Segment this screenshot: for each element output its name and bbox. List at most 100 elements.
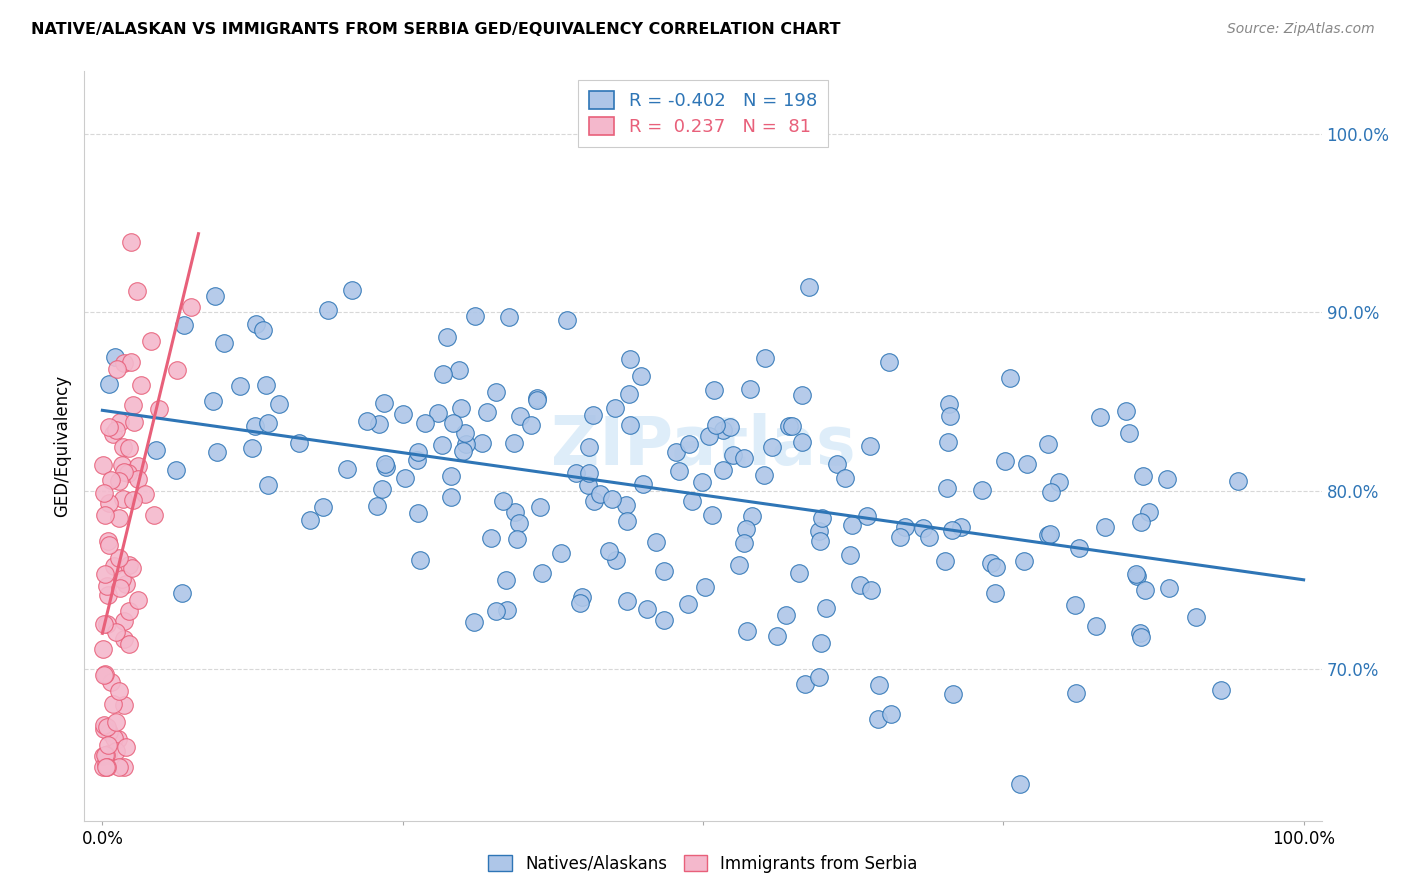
Point <box>735 522 758 536</box>
Point <box>1209 682 1232 697</box>
Point <box>509 409 531 423</box>
Point <box>108 760 131 774</box>
Point <box>1047 475 1070 489</box>
Point <box>430 438 453 452</box>
Point <box>129 378 152 392</box>
Point <box>529 500 551 514</box>
Point <box>96 760 118 774</box>
Point <box>267 396 290 410</box>
Point <box>834 471 856 485</box>
Point <box>93 486 115 500</box>
Point <box>614 498 637 512</box>
Point <box>173 318 195 332</box>
Point <box>810 511 832 525</box>
Point <box>721 448 744 462</box>
Point <box>139 334 162 348</box>
Point <box>984 586 1007 600</box>
Point <box>100 473 122 487</box>
Point <box>733 535 755 549</box>
Point <box>96 579 118 593</box>
Point <box>122 492 145 507</box>
Point <box>555 313 578 327</box>
Point <box>97 376 120 391</box>
Point <box>93 722 115 736</box>
Point <box>808 533 831 548</box>
Point <box>115 739 138 754</box>
Point <box>93 617 115 632</box>
Point <box>738 383 761 397</box>
Point <box>588 487 610 501</box>
Point <box>374 458 396 472</box>
Point <box>508 516 530 530</box>
Point <box>583 494 606 508</box>
Y-axis label: GED/Equivalency: GED/Equivalency <box>53 375 72 517</box>
Point <box>96 748 118 763</box>
Point <box>1040 485 1063 500</box>
Point <box>485 385 508 400</box>
Point <box>103 558 125 573</box>
Point <box>485 604 508 618</box>
Point <box>782 418 804 433</box>
Point <box>97 588 120 602</box>
Point <box>245 317 267 331</box>
Point <box>1125 567 1147 582</box>
Point <box>678 437 700 451</box>
Point <box>912 521 935 535</box>
Legend: R = -0.402   N = 198, R =  0.237   N =  81: R = -0.402 N = 198, R = 0.237 N = 81 <box>578 80 828 147</box>
Point <box>479 531 502 545</box>
Point <box>257 416 280 430</box>
Point <box>96 760 118 774</box>
Point <box>440 490 463 504</box>
Point <box>451 444 474 458</box>
Point <box>464 309 486 323</box>
Point <box>778 419 800 434</box>
Point <box>550 546 572 560</box>
Point <box>810 636 832 650</box>
Point <box>1156 472 1178 486</box>
Point <box>1036 528 1059 542</box>
Point <box>91 760 114 774</box>
Point <box>1126 569 1149 583</box>
Point <box>856 508 879 523</box>
Point <box>994 454 1017 468</box>
Point <box>97 534 120 549</box>
Point <box>105 362 128 376</box>
Point <box>104 744 127 758</box>
Point <box>94 757 117 772</box>
Point <box>143 508 166 522</box>
Text: NATIVE/ALASKAN VS IMMIGRANTS FROM SERBIA GED/EQUIVALENCY CORRELATION CHART: NATIVE/ALASKAN VS IMMIGRANTS FROM SERBIA… <box>31 22 841 37</box>
Point <box>110 415 132 429</box>
Point <box>409 553 432 567</box>
Point <box>1039 527 1062 541</box>
Point <box>97 538 120 552</box>
Point <box>104 625 127 640</box>
Point <box>449 363 471 377</box>
Point <box>578 466 600 480</box>
Point <box>728 558 751 573</box>
Point <box>97 738 120 752</box>
Point <box>107 731 129 746</box>
Point <box>1129 515 1152 529</box>
Point <box>91 749 114 764</box>
Point <box>97 747 120 761</box>
Point <box>1064 686 1087 700</box>
Point <box>118 558 141 572</box>
Point <box>96 616 118 631</box>
Point <box>122 416 145 430</box>
Point <box>681 493 703 508</box>
Point <box>450 401 472 416</box>
Point <box>1130 630 1153 644</box>
Point <box>654 613 676 627</box>
Point <box>868 678 890 692</box>
Point <box>243 419 266 434</box>
Point <box>120 235 142 249</box>
Point <box>240 441 263 455</box>
Point <box>970 483 993 498</box>
Point <box>107 511 129 525</box>
Point <box>172 585 194 599</box>
Point <box>761 441 783 455</box>
Point <box>212 336 235 351</box>
Point <box>312 500 335 514</box>
Point <box>936 482 959 496</box>
Point <box>603 401 626 415</box>
